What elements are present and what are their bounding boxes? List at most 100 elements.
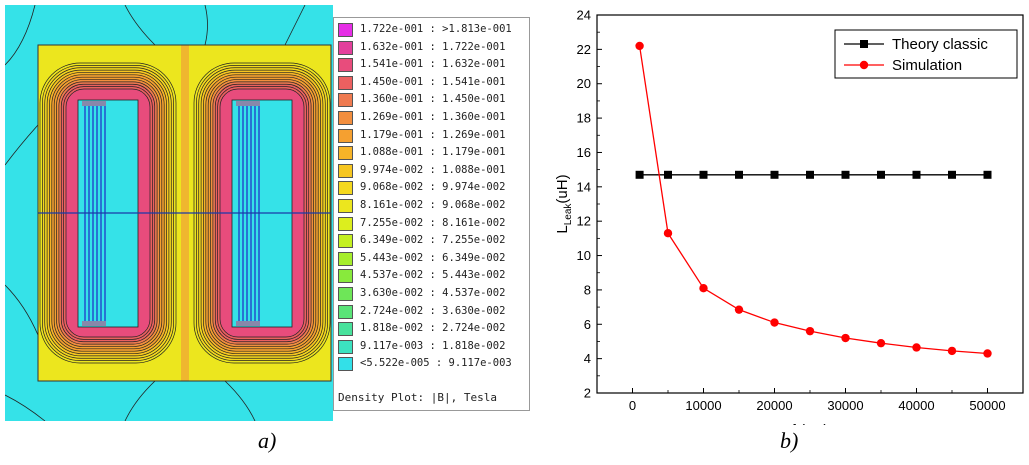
legend-swatch: [338, 75, 353, 90]
external-flux-line: [124, 5, 156, 46]
legend-range-label: 4.537e-002 : 5.443e-002: [360, 269, 506, 282]
data-point: [805, 326, 815, 336]
data-point: [663, 229, 673, 238]
y-tick-label: 16: [577, 145, 591, 160]
data-point: [877, 170, 885, 179]
y-tick-label: 4: [584, 351, 591, 366]
legend-range-label: 7.255e-002 : 8.161e-002: [360, 216, 506, 229]
legend-range-label: <5.522e-005 : 9.117e-003: [360, 357, 512, 370]
legend-swatch: [338, 146, 353, 161]
legend-entry: 9.117e-003 : 1.818e-002: [338, 339, 528, 356]
data-point: [699, 283, 708, 293]
y-tick-label: 24: [577, 8, 591, 23]
y-tick-label: 14: [577, 179, 591, 194]
external-flux-line: [284, 5, 306, 46]
legend-series-name: Theory classic: [892, 36, 988, 53]
y-tick-label: 20: [577, 76, 591, 91]
legend-swatch: [338, 23, 353, 37]
legend-entry: 1.179e-001 : 1.269e-001: [338, 128, 528, 145]
legend-swatch: [338, 181, 353, 196]
data-point: [770, 318, 779, 327]
external-flux-line: [5, 5, 36, 66]
legend-range-label: 1.360e-001 : 1.450e-001: [360, 93, 506, 106]
legend-entry: 6.349e-002 : 7.255e-002: [338, 233, 528, 250]
legend-entry: 9.974e-002 : 1.088e-001: [338, 163, 528, 180]
data-point: [635, 41, 644, 51]
legend-box: [834, 29, 1018, 79]
legend-swatch: [338, 322, 353, 337]
x-tick-label: 20000: [756, 398, 792, 413]
x-tick-label: 0: [629, 398, 636, 413]
data-point: [841, 170, 850, 179]
core-boundary: [37, 44, 332, 382]
data-point: [841, 333, 850, 343]
series-1: [635, 170, 992, 179]
data-point: [912, 343, 921, 352]
winding-cap: [82, 101, 106, 106]
legend-swatch: [338, 111, 353, 125]
legend-entry: 2.724e-002 : 3.630e-002: [338, 304, 528, 321]
legend-series-name: Simulation: [892, 57, 962, 74]
legend-range-label: 1.269e-001 : 1.360e-001: [360, 111, 506, 123]
data-point: [699, 170, 708, 179]
density-legend: 1.722e-001 : >1.813e-001 1.632e-001 : 1.7…: [333, 17, 530, 411]
legend-entry: 1.269e-001 : 1.360e-001: [338, 110, 528, 127]
legend-range-label: 1.818e-002 : 2.724e-002: [360, 322, 506, 335]
legend-title: Density Plot: |B|, Tesla: [338, 391, 497, 404]
panel-b-label: b): [780, 428, 799, 453]
x-axis-label: f (Hz): [792, 422, 829, 425]
external-flux-line: [5, 394, 46, 421]
data-point: [734, 305, 744, 314]
legend-swatch: [338, 40, 353, 55]
legend-entry: <5.522e-005 : 9.117e-003: [338, 356, 528, 373]
legend-swatch: [338, 234, 353, 249]
x-tick-label: 50000: [969, 398, 1005, 413]
y-tick-label: 8: [584, 282, 591, 297]
x-tick-label: 10000: [685, 398, 721, 413]
y-tick-label: 22: [577, 42, 591, 57]
legend-entry: 1.088e-001 : 1.179e-001: [338, 145, 528, 162]
data-point: [770, 170, 779, 179]
legend-entry: 4.537e-002 : 5.443e-002: [338, 268, 528, 285]
legend-swatch: [338, 251, 353, 266]
legend-range-label: 6.349e-002 : 7.255e-002: [360, 234, 506, 247]
legend-marker: [859, 60, 869, 70]
legend-swatch: [338, 304, 353, 319]
legend-range-label: 5.443e-002 : 6.349e-002: [360, 251, 506, 264]
legend-range-label: 1.088e-001 : 1.179e-001: [360, 146, 506, 159]
legend-entry: 1.632e-001 : 1.722e-001: [338, 40, 528, 57]
data-point: [876, 338, 886, 348]
legend-entry: 1.722e-001 : >1.813e-001: [338, 22, 528, 39]
legend-swatch: [338, 163, 353, 178]
external-flux-line: [5, 284, 39, 336]
winding-cap: [236, 101, 260, 106]
y-tick-label: 12: [577, 214, 591, 229]
legend-marker: [860, 40, 868, 48]
legend-range-label: 1.179e-001 : 1.269e-001: [360, 128, 506, 141]
data-point: [947, 346, 957, 356]
legend-range-label: 1.450e-001 : 1.541e-001: [360, 75, 506, 88]
legend-entry: 1.360e-001 : 1.450e-001: [338, 92, 528, 109]
series-2: [635, 41, 992, 358]
data-point: [635, 170, 644, 179]
x-tick-label: 40000: [898, 398, 934, 413]
x-tick-label: 30000: [827, 398, 863, 413]
chart-legend: Theory classic Simulation: [834, 29, 1018, 79]
external-flux-line: [204, 5, 208, 46]
legend-range-label: 9.974e-002 : 1.088e-001: [360, 163, 506, 176]
legend-entry: 1.541e-001 : 1.632e-001: [338, 57, 528, 74]
y-tick-label: 10: [577, 248, 591, 263]
external-flux-line: [5, 124, 39, 166]
legend-swatch: [338, 199, 353, 213]
legend-range-label: 8.161e-002 : 9.068e-002: [360, 199, 506, 211]
legend-entry: 8.161e-002 : 9.068e-002: [338, 198, 528, 215]
legend-entry: 5.443e-002 : 6.349e-002: [338, 251, 528, 268]
data-point: [983, 170, 992, 179]
data-point: [912, 170, 921, 179]
data-point: [948, 170, 956, 179]
fem-density-plot: 1.722e-001 : >1.813e-001 1.632e-001 : 1.7…: [0, 0, 530, 430]
external-flux-line: [224, 380, 256, 421]
legend-entry: 7.255e-002 : 8.161e-002: [338, 216, 528, 233]
y-tick-label: 6: [584, 317, 591, 332]
panel-a-label: a): [258, 428, 277, 453]
